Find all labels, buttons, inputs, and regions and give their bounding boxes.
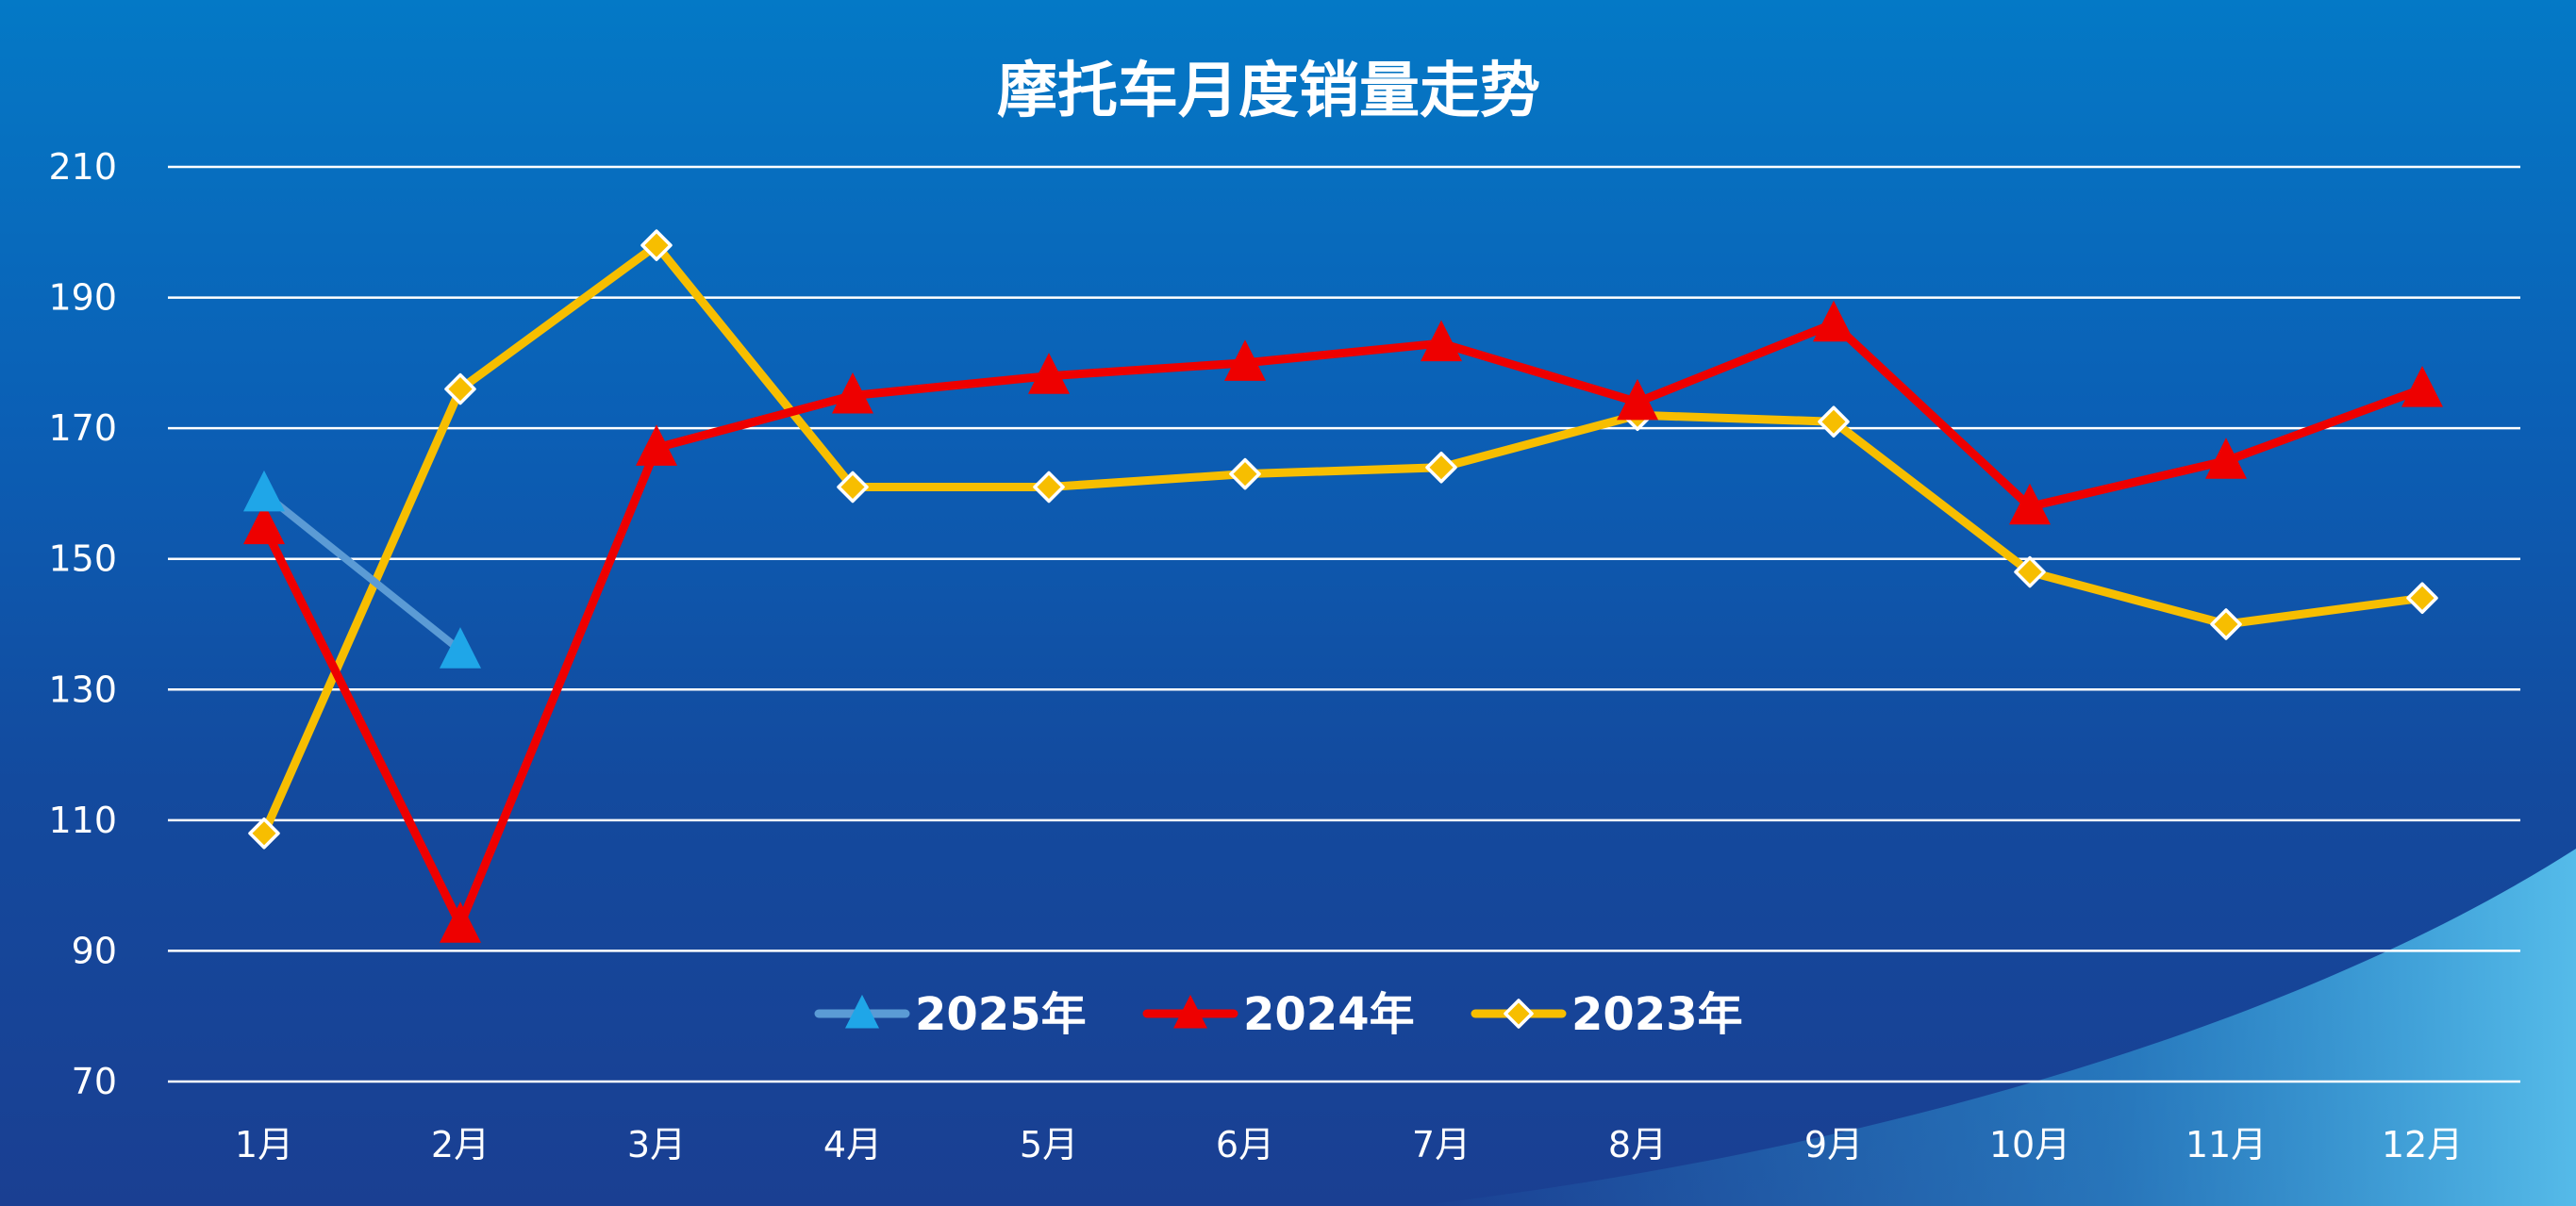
data-point <box>440 627 481 669</box>
data-point <box>640 229 673 261</box>
series-line <box>259 319 2427 930</box>
data-point <box>1813 300 1854 342</box>
x-tick-label: 5月 <box>1020 1124 1078 1165</box>
series-2024年 <box>243 300 2443 943</box>
x-tick-label: 3月 <box>627 1124 686 1165</box>
legend-label: 2024年 <box>1243 988 1415 1041</box>
series-2023年 <box>248 229 2438 850</box>
data-point <box>243 503 285 545</box>
data-point <box>2401 366 2443 407</box>
x-tick-label: 10月 <box>1989 1124 2070 1165</box>
series-line <box>259 240 2427 838</box>
series-2025年 <box>243 470 481 669</box>
data-point <box>2205 438 2247 479</box>
data-point <box>440 901 481 943</box>
data-point <box>1033 471 1065 504</box>
data-point <box>444 372 476 405</box>
chart-title: 摩托车月度销量走势 <box>997 57 1540 126</box>
data-point <box>636 424 677 466</box>
data-point <box>2210 608 2242 640</box>
x-tick-label: 12月 <box>2382 1124 2463 1165</box>
x-tick-label: 11月 <box>2185 1124 2267 1165</box>
y-tick-label: 170 <box>48 407 117 449</box>
legend-marker <box>1173 994 1207 1029</box>
legend-marker <box>845 994 879 1029</box>
legend-label: 2023年 <box>1571 988 1743 1041</box>
data-point <box>1818 405 1850 438</box>
data-point <box>2009 483 2051 525</box>
x-tick-label: 2月 <box>431 1124 490 1165</box>
series-layer <box>243 229 2443 943</box>
data-point <box>1425 451 1457 484</box>
grid <box>168 165 2520 1083</box>
x-axis-ticks: 1月 2月 3月 4月 5月 6月 7月 8月 9月 10月 11月 12月 <box>235 1124 2463 1165</box>
legend-item: 2023年 <box>1471 988 1743 1041</box>
y-tick-label: 130 <box>48 669 117 710</box>
series-line <box>260 489 464 654</box>
data-point <box>832 372 873 414</box>
y-axis-ticks: 210 190 170 150 130 110 90 70 <box>48 146 117 1102</box>
data-point <box>1617 378 1658 421</box>
y-tick-label: 190 <box>48 277 117 319</box>
x-tick-label: 1月 <box>235 1124 293 1165</box>
y-tick-label: 90 <box>72 930 117 971</box>
data-point <box>837 471 869 504</box>
data-point <box>1028 353 1070 394</box>
y-tick-label: 210 <box>48 146 117 188</box>
legend-label: 2025年 <box>915 988 1087 1041</box>
data-point <box>248 817 280 850</box>
y-tick-label: 150 <box>48 538 117 580</box>
data-point <box>2014 555 2046 588</box>
data-point <box>1229 457 1261 490</box>
x-tick-label: 6月 <box>1216 1124 1274 1165</box>
data-point <box>1421 320 1462 362</box>
background-wave <box>1415 849 2576 1206</box>
x-tick-label: 4月 <box>823 1124 882 1165</box>
data-point <box>2406 582 2438 615</box>
data-point <box>243 470 285 512</box>
x-tick-label: 8月 <box>1608 1124 1667 1165</box>
legend-marker <box>1504 999 1534 1029</box>
legend-item: 2025年 <box>814 988 1087 1041</box>
x-tick-label: 9月 <box>1804 1124 1863 1165</box>
y-tick-label: 110 <box>48 800 117 841</box>
legend: 2025年 2024年 2023年 <box>814 988 1743 1041</box>
legend-item: 2024年 <box>1142 988 1415 1041</box>
x-tick-label: 7月 <box>1412 1124 1471 1165</box>
y-tick-label: 70 <box>72 1061 117 1102</box>
data-point <box>1224 339 1266 381</box>
